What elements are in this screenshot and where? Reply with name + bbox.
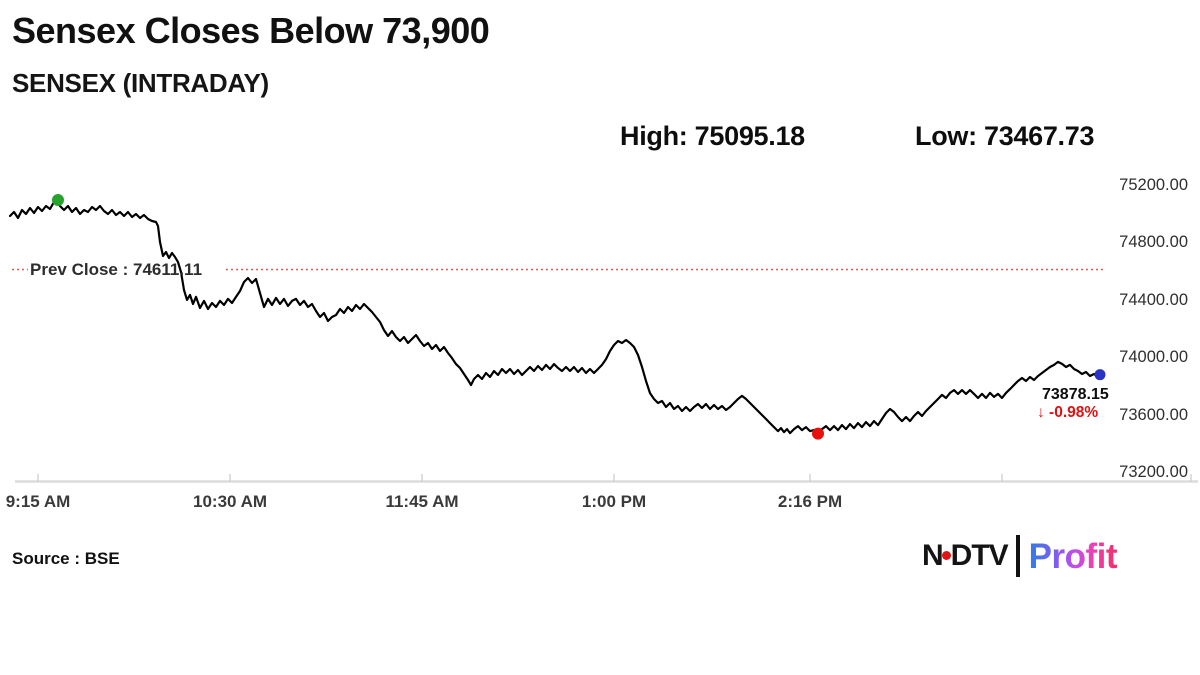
x-axis-tick-label: 2:16 PM <box>777 492 843 511</box>
prev-close-annotation: Prev Close : 74611.11 <box>30 260 203 279</box>
x-axis-tick-label: 1:00 PM <box>581 492 647 511</box>
source-attribution: Source : BSE <box>12 549 120 568</box>
y-axis-tick-label: 73600.00 <box>1119 405 1188 424</box>
logo-divider <box>1015 535 1020 577</box>
close-marker-dot <box>1094 369 1106 381</box>
ndtv-red-dot-icon <box>941 550 951 560</box>
x-axis: 9:15 AM 10:30 AM 11:45 AM 1:00 PM 2:16 PM <box>5 492 843 511</box>
open-high-marker-dot <box>52 194 64 207</box>
ndtv-letter-n: N <box>922 539 944 572</box>
low-marker-dot <box>812 427 824 440</box>
ndtv-wordmark: N DTV <box>922 539 1009 572</box>
y-axis-tick-label: 74400.00 <box>1119 290 1188 309</box>
x-axis-tick-label: 11:45 AM <box>385 492 459 511</box>
chart-subtitle: SENSEX (INTRADAY) <box>12 68 269 98</box>
y-axis-tick-label: 74000.00 <box>1119 348 1188 367</box>
price-line <box>8 199 1102 435</box>
y-axis: 75200.00 74800.00 74400.00 74000.00 73600.00… <box>1102 0 1188 500</box>
last-price-annotation: 73878.15 <box>1042 386 1109 403</box>
x-axis-tick-label: 10:30 AM <box>192 492 268 511</box>
y-axis-tick-label: 73200.00 <box>1119 463 1188 481</box>
page-title: Sensex Closes Below 73,900 <box>12 10 490 51</box>
x-axis-tick-label: 9:15 AM <box>5 492 71 511</box>
low-value-label: Low: 73467.73 <box>915 121 1095 151</box>
ndtv-profit-logo: N DTV Profit <box>922 533 1118 579</box>
profit-wordmark: Profit <box>1028 536 1118 576</box>
change-percent-annotation: ↓ -0.98% <box>1037 404 1099 421</box>
ndtv-letters-dtv: DTV <box>950 539 1009 572</box>
y-axis-tick-label: 74800.00 <box>1119 233 1188 252</box>
high-value-label: High: 75095.18 <box>620 121 805 151</box>
y-axis-tick-label: 75200.00 <box>1119 176 1188 194</box>
